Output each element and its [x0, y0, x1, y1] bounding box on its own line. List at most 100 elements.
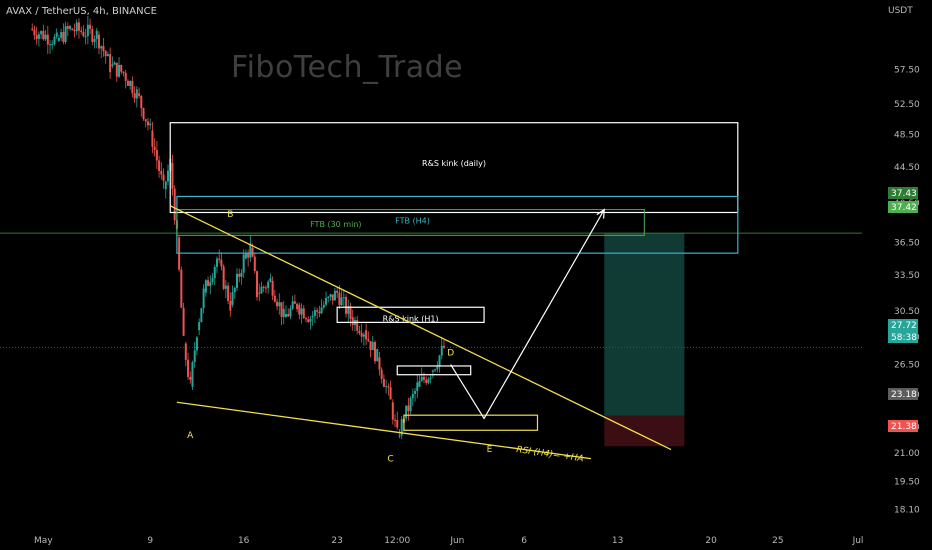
zone-box [176, 209, 645, 236]
candle [187, 352, 190, 380]
candle [380, 367, 383, 384]
candle [162, 168, 165, 189]
price-tag-bg [888, 187, 918, 199]
candle-body [264, 287, 267, 289]
projection-path [450, 209, 605, 420]
stop-zone [604, 415, 685, 447]
candle-body [31, 28, 34, 30]
candle [425, 376, 428, 386]
candle [229, 292, 232, 317]
price-tag-text: 58:38 [891, 333, 917, 343]
price-tag: 37.43 [888, 187, 918, 199]
candle [289, 305, 292, 320]
candle-body [293, 301, 296, 304]
candle [440, 336, 443, 360]
candle [31, 23, 34, 31]
candle [155, 140, 158, 169]
candle-body [376, 348, 379, 362]
candle [98, 31, 100, 55]
x-tick-label: 9 [147, 536, 153, 546]
candle-body [69, 26, 72, 29]
candle [351, 309, 354, 331]
candle [122, 71, 125, 77]
candle-body [249, 243, 252, 258]
candle-body [280, 302, 283, 317]
candle [398, 429, 401, 439]
wave-point-label: C [387, 455, 393, 465]
candle-body [278, 302, 281, 307]
candle-body [131, 80, 134, 94]
candle-body [236, 273, 238, 288]
zone-label: FTB (30 min) [310, 220, 361, 229]
candle [75, 19, 78, 36]
candle-body [356, 320, 359, 331]
candle-body [215, 258, 218, 267]
y-tick-label: 33.50 [894, 271, 920, 281]
candle-body [104, 51, 107, 57]
candle-body [416, 382, 419, 391]
candle [215, 256, 218, 273]
candle-body [271, 280, 274, 296]
candle [347, 299, 350, 323]
candle-body [173, 188, 176, 221]
candle-body [431, 370, 434, 372]
candle-body [42, 31, 45, 40]
candle [302, 305, 305, 319]
candle-body [198, 321, 201, 331]
candle-body [238, 273, 241, 277]
candle [276, 298, 279, 311]
candle [44, 30, 47, 41]
candle [362, 332, 365, 346]
candle [247, 249, 250, 267]
candle [427, 377, 430, 385]
candle-body [302, 308, 305, 319]
candle [46, 25, 49, 54]
candle [353, 316, 356, 332]
candle [316, 307, 319, 320]
candle [191, 360, 194, 391]
candle [278, 293, 281, 315]
candle-body [320, 307, 323, 314]
candle-body [62, 32, 65, 42]
candle [77, 18, 80, 39]
rsi-annotation: RSI (H4)= +HA [516, 445, 585, 464]
candle [296, 302, 299, 313]
x-tick-label: 16 [238, 536, 250, 546]
candle [387, 383, 390, 396]
candle [400, 415, 403, 440]
candle-body [106, 54, 109, 57]
candle-body [440, 345, 443, 356]
candle-body [118, 64, 121, 77]
candle-body [37, 34, 40, 39]
candle [218, 249, 221, 264]
candle [231, 285, 234, 308]
candle [340, 290, 343, 306]
candle-body [322, 304, 325, 308]
candle-body [422, 376, 425, 380]
candle-body [202, 288, 205, 309]
candle [331, 294, 334, 305]
candle [213, 264, 216, 286]
candle [42, 24, 45, 41]
candle [151, 121, 154, 154]
candle [258, 283, 261, 302]
candle-body [398, 435, 401, 437]
candle-body [258, 292, 261, 294]
candle-body [184, 343, 187, 360]
candle [333, 287, 336, 301]
candle-body [267, 281, 270, 289]
candle-body [164, 181, 167, 190]
candle-body [300, 308, 303, 315]
candle [376, 348, 379, 362]
candle-body [35, 35, 38, 39]
candle-body [247, 253, 250, 258]
candle [55, 28, 58, 40]
candle [313, 306, 316, 323]
symbol-header: AVAX / TetherUS, 4h, BINANCE [6, 6, 157, 17]
candle-body [64, 26, 67, 42]
candle [227, 282, 230, 305]
candle-body [389, 387, 392, 400]
candle [207, 276, 210, 287]
